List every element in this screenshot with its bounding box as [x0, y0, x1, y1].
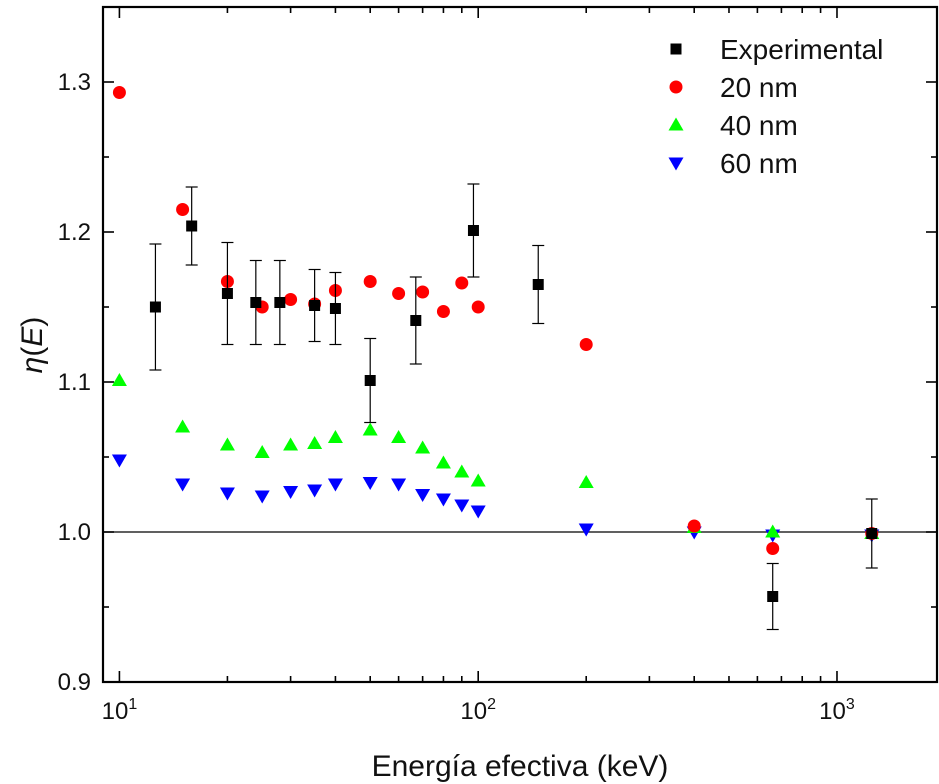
data-point: [274, 297, 286, 308]
series-60-nm: [111, 454, 880, 543]
x-tick-label: 103: [819, 696, 855, 725]
y-axis-title-close: ): [16, 317, 49, 327]
data-point: [284, 293, 298, 306]
x-axis-title: Energía efectiva (keV): [372, 750, 669, 783]
data-point: [307, 436, 323, 449]
legend-label: 20 nm: [720, 72, 798, 103]
y-tick-label: 1.0: [58, 519, 91, 546]
data-point: [327, 478, 343, 492]
data-point: [455, 276, 469, 290]
data-point: [687, 519, 701, 533]
data-point: [436, 305, 450, 318]
data-series: [111, 86, 880, 631]
data-point: [364, 375, 376, 386]
data-point: [327, 430, 343, 443]
data-point: [329, 303, 341, 314]
x-axis-ticks: 101 102 103: [102, 7, 855, 725]
legend-label: 40 nm: [720, 110, 798, 141]
legend-item: Experimental: [670, 34, 883, 65]
legend-marker: [668, 157, 684, 171]
data-point: [454, 499, 470, 513]
series-experimental: [149, 183, 878, 631]
data-point: [578, 475, 594, 488]
data-point: [579, 338, 593, 351]
series-40-nm: [111, 373, 880, 539]
y-axis-title-symbol: η: [16, 357, 49, 374]
legend: Experimental 20 nm 40 nm 60 nm: [668, 34, 883, 179]
data-point: [392, 287, 406, 300]
data-point: [391, 430, 407, 443]
data-point: [175, 478, 191, 492]
data-point: [362, 422, 378, 436]
data-point: [254, 490, 270, 504]
data-point: [765, 524, 781, 538]
x-tick-label-exponent: 1: [128, 696, 137, 713]
y-axis-title-open: (: [16, 347, 49, 357]
x-tick-label: 102: [460, 696, 496, 725]
x-tick-label-base: 10: [819, 698, 846, 725]
data-point: [112, 86, 126, 99]
data-point: [219, 487, 235, 501]
data-point: [149, 301, 161, 313]
data-point: [415, 489, 431, 502]
data-point: [866, 528, 878, 539]
data-point: [363, 275, 377, 288]
x-tick-label-exponent: 2: [487, 696, 496, 713]
data-point: [221, 288, 233, 299]
data-point: [435, 455, 451, 469]
legend-label: Experimental: [720, 34, 883, 65]
data-point: [470, 505, 486, 519]
data-point: [283, 486, 299, 499]
legend-item: 20 nm: [669, 72, 798, 103]
x-tick-label: 101: [102, 696, 138, 725]
data-point: [467, 225, 479, 236]
data-point: [767, 591, 779, 602]
data-point: [111, 454, 127, 468]
data-point: [454, 464, 470, 478]
legend-marker: [670, 43, 682, 55]
y-tick-label: 1.2: [58, 219, 91, 246]
data-point: [470, 473, 486, 487]
data-point: [435, 493, 451, 507]
legend-marker: [668, 117, 684, 131]
data-point: [410, 315, 422, 326]
y-tick-label: 1.1: [58, 369, 91, 396]
data-point: [307, 484, 323, 498]
data-point: [219, 437, 235, 451]
data-point: [283, 437, 299, 451]
data-point: [111, 373, 127, 386]
x-tick-label-exponent: 3: [846, 696, 855, 713]
data-point: [416, 285, 430, 299]
x-tick-label-base: 10: [102, 698, 129, 725]
data-point: [250, 297, 262, 308]
x-tick-label-base: 10: [460, 698, 487, 725]
data-point: [362, 477, 378, 490]
y-axis-title-variable: E: [16, 326, 49, 347]
data-point: [471, 300, 485, 314]
data-point: [415, 440, 431, 454]
legend-label: 60 nm: [720, 148, 798, 179]
axes: [101, 5, 939, 684]
data-point: [766, 542, 780, 555]
data-point: [175, 419, 191, 433]
y-tick-label: 1.3: [58, 69, 91, 96]
legend-marker: [669, 80, 683, 94]
plot-frame: [101, 5, 939, 684]
y-axis-ticks: 0.9 1.0 1.1 1.2 1.3: [58, 6, 937, 696]
y-axis-title: η(E): [16, 317, 49, 374]
legend-item: 40 nm: [668, 110, 798, 141]
y-tick-label: 0.9: [58, 669, 91, 696]
data-point: [309, 300, 321, 311]
data-point: [391, 478, 407, 492]
data-point: [578, 523, 594, 537]
data-point: [532, 279, 544, 290]
data-point: [254, 445, 270, 458]
data-point: [176, 203, 190, 216]
data-point: [186, 220, 198, 232]
legend-item: 60 nm: [668, 148, 798, 179]
